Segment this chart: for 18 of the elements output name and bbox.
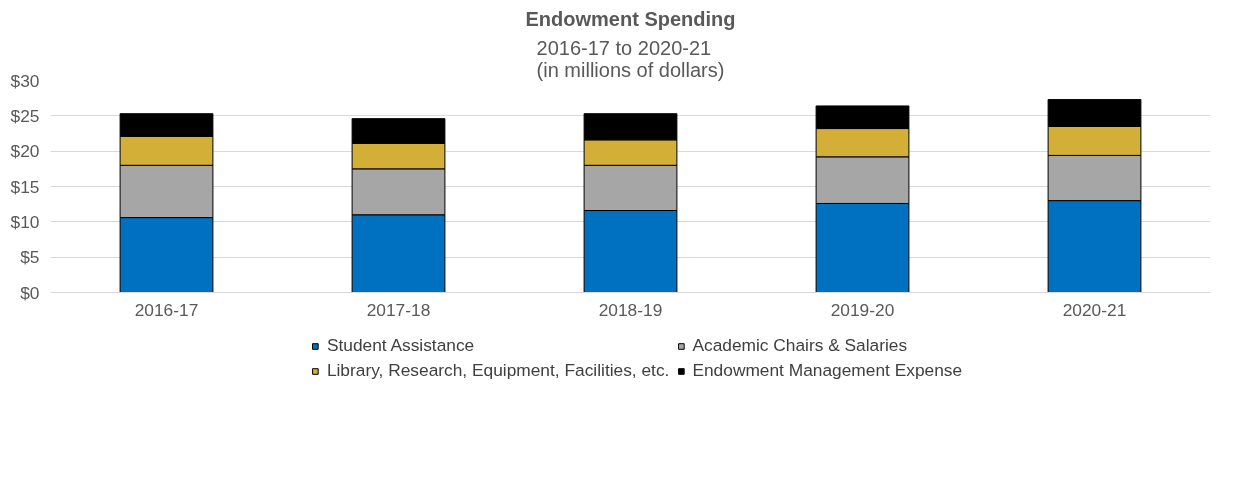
chart-title: Endowment Spending — [525, 7, 736, 30]
y-tick-label: $25 — [10, 105, 40, 126]
x-tick-label: 2020-21 — [1062, 299, 1127, 320]
chart-subtitle: 2016-17 to 2020-21 (in millions of dollars) — [536, 36, 725, 81]
y-tick-label: $15 — [10, 176, 40, 197]
x-tick-label: 2017-18 — [366, 299, 431, 320]
legend-label: Student Assistance — [326, 335, 475, 356]
y-tick-label: $5 — [20, 247, 40, 268]
legend-label: Library, Research, Equipment, Facilities, etc. — [326, 360, 670, 381]
y-tick-label: $10 — [10, 211, 40, 232]
y-tick-label: $20 — [10, 141, 40, 162]
y-tick-label: $30 — [10, 70, 40, 91]
x-tick-label: 2016-17 — [134, 299, 199, 320]
x-tick-label: 2019-20 — [830, 299, 895, 320]
legend-label: Endowment Management Expense — [692, 360, 963, 381]
x-tick-label: 2018-19 — [598, 299, 663, 320]
legend-label: Academic Chairs & Salaries — [692, 335, 908, 356]
y-tick-label: $0 — [20, 282, 40, 303]
